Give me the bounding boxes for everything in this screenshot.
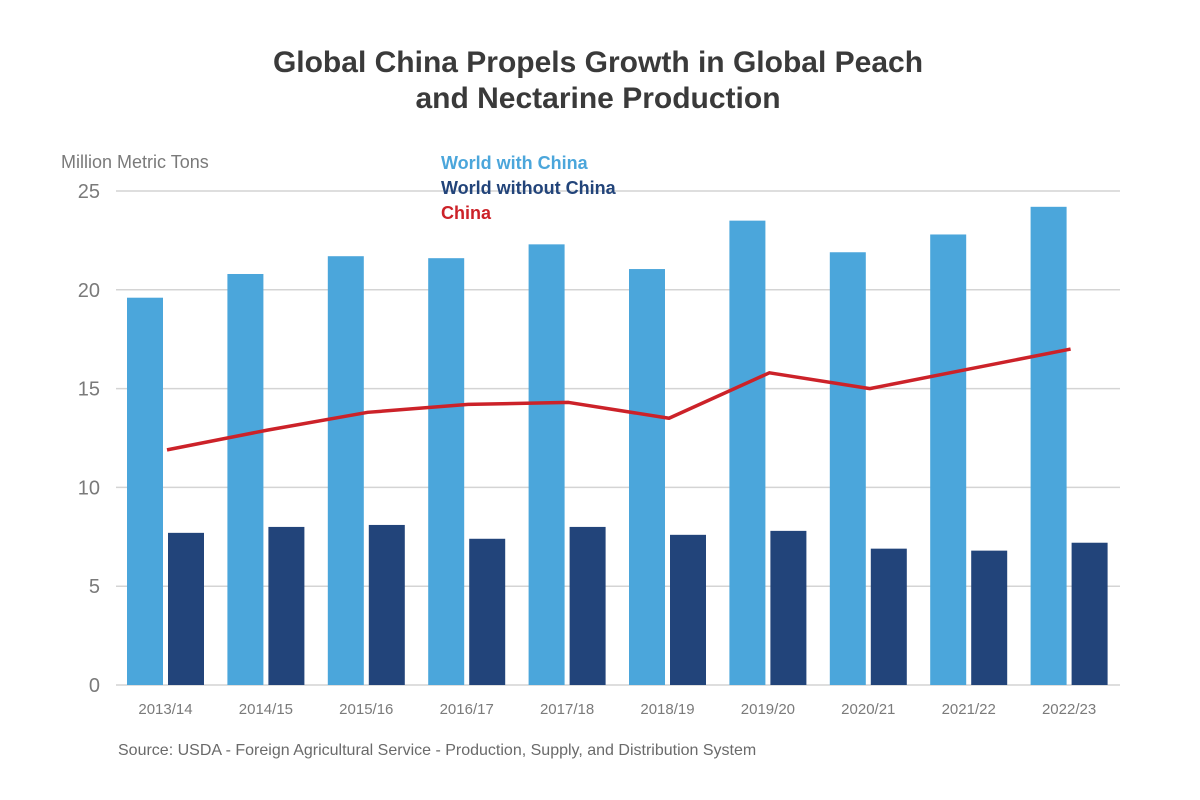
bar-world-with-china (930, 234, 967, 686)
bars (127, 206, 1108, 686)
bar-world-with-china (227, 273, 264, 685)
x-tick-label: 2022/23 (1042, 701, 1096, 718)
x-tick-label: 2015/16 (339, 701, 393, 718)
bar-world-without-china (670, 534, 706, 685)
chart-title-line-2: and Nectarine Production (415, 82, 780, 115)
y-axis-ticks: 0 5 10 15 20 25 (78, 181, 100, 697)
bar-world-with-china (1030, 206, 1067, 686)
x-tick-label: 2020/21 (841, 701, 895, 718)
x-tick-label: 2018/19 (640, 701, 694, 718)
x-tick-label: 2017/18 (540, 701, 594, 718)
x-tick-label: 2016/17 (440, 701, 494, 718)
bar-world-without-china (569, 526, 606, 685)
bar-world-without-china (469, 538, 506, 685)
bar-world-with-china (528, 244, 565, 686)
x-tick-label: 2014/15 (239, 701, 293, 718)
bar-world-without-china (770, 530, 807, 685)
y-tick-label: 0 (89, 675, 100, 697)
bar-world-without-china (971, 550, 1008, 685)
china-line-layer (166, 347, 1071, 452)
bar-world-without-china (870, 548, 907, 685)
y-tick-label: 10 (78, 477, 100, 499)
bar-world-with-china (629, 269, 665, 685)
gridlines (116, 190, 1120, 686)
bar-world-with-china (127, 297, 163, 685)
source-note: Source: USDA - Foreign Agricultural Serv… (118, 742, 756, 759)
y-tick-label: 15 (78, 379, 100, 401)
bar-world-without-china (268, 526, 305, 685)
y-tick-label: 20 (78, 280, 100, 302)
x-axis-ticks: 2013/14 2014/15 2015/16 2016/17 2017/18 2018/… (138, 701, 1096, 718)
legend: World with China World without China Chi… (441, 153, 617, 223)
bar-world-without-china (368, 524, 405, 685)
bar-world-without-china (1071, 542, 1108, 685)
bar-world-with-china (327, 256, 364, 685)
bar-world-with-china (829, 252, 866, 686)
legend-world-with-china: World with China (441, 153, 589, 173)
chart-title-line-1: Global China Propels Growth in Global Pe… (273, 46, 923, 79)
y-axis-label: Million Metric Tons (61, 152, 209, 172)
y-tick-label: 25 (78, 181, 100, 203)
china-line (166, 347, 1071, 452)
bar-world-without-china (168, 532, 204, 685)
x-tick-label: 2013/14 (138, 701, 192, 718)
x-tick-label: 2021/22 (942, 701, 996, 718)
y-tick-label: 5 (89, 576, 100, 598)
legend-world-without-china: World without China (441, 178, 617, 198)
legend-china: China (441, 203, 492, 223)
x-tick-label: 2019/20 (741, 701, 795, 718)
bar-world-with-china (729, 220, 766, 685)
bar-world-with-china (428, 258, 465, 685)
